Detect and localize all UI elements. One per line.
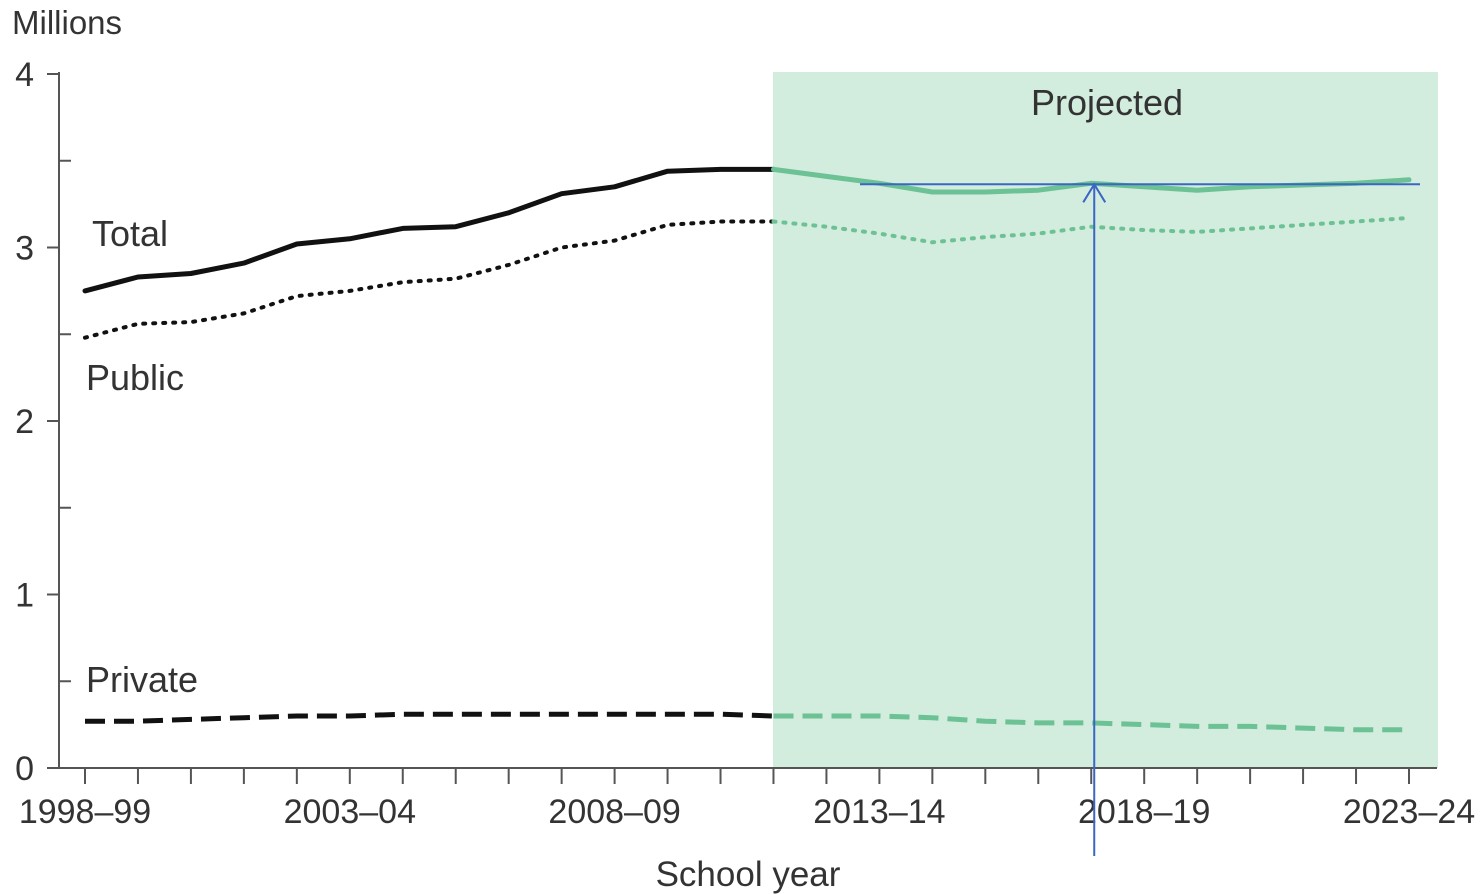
series-line-private-projected	[773, 713, 1409, 733]
series-line-public-projected	[771, 216, 1411, 245]
y-axis-label: Millions	[12, 4, 122, 41]
y-tick-label: 1	[15, 577, 34, 615]
series-labels: Total Public Private	[86, 213, 198, 700]
y-tick-label: 3	[15, 230, 34, 268]
series-label-public: Public	[86, 357, 184, 398]
x-tick-label: 2008–09	[548, 793, 680, 831]
x-tick-label: 2018–19	[1078, 793, 1210, 831]
y-tick-label: 0	[15, 750, 34, 788]
axes: 0 1 2 3 4 1998–99 2003–04 2008–09 2013–14 2018–19…	[15, 56, 1475, 831]
series-label-private: Private	[86, 659, 198, 700]
x-tick-label: 2013–14	[813, 793, 945, 831]
series-line-total-historical	[82, 166, 776, 294]
y-tick-label: 4	[15, 56, 34, 94]
projected-band	[772, 72, 1438, 768]
series-label-total: Total	[92, 213, 168, 254]
y-tick-label: 2	[15, 403, 34, 441]
x-tick-label: 2003–04	[284, 793, 416, 831]
annotation-lines	[860, 182, 1420, 856]
x-axis-label: School year	[656, 855, 841, 894]
x-tick-label: 1998–99	[19, 793, 151, 831]
x-tick-label: 2023–24	[1343, 793, 1475, 831]
series-line-private-historical	[85, 711, 774, 724]
projected-label: Projected	[1031, 82, 1183, 123]
annotation-arrowhead	[1082, 182, 1107, 203]
series-line-public-historical	[83, 219, 776, 340]
